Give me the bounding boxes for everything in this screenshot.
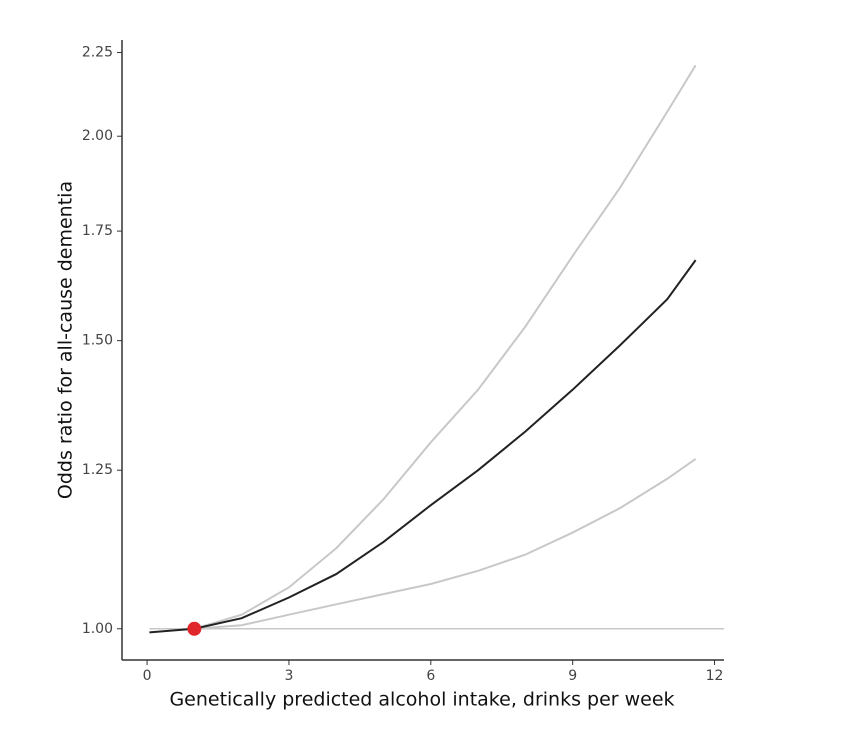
- x-axis-title: Genetically predicted alcohol intake, dr…: [169, 689, 674, 711]
- x-tick-label: 3: [284, 668, 293, 684]
- y-axis-title: Odds ratio for all-cause dementia: [55, 181, 77, 499]
- reference-point: [187, 621, 202, 636]
- x-tick-label: 0: [143, 668, 152, 684]
- y-tick-label: 2.00: [82, 128, 113, 144]
- curve: [149, 259, 697, 634]
- curve: [194, 458, 697, 630]
- x-tick-label: 9: [568, 668, 577, 684]
- y-tick-label: 2.25: [82, 45, 113, 61]
- y-tick-label: 1.00: [82, 621, 113, 637]
- y-tick-label: 1.75: [82, 223, 113, 239]
- y-tick-label: 1.25: [82, 462, 113, 478]
- x-tick-label: 12: [706, 668, 724, 684]
- curve: [194, 64, 697, 630]
- x-tick-label: 6: [426, 668, 435, 684]
- y-tick-label: 1.50: [82, 333, 113, 349]
